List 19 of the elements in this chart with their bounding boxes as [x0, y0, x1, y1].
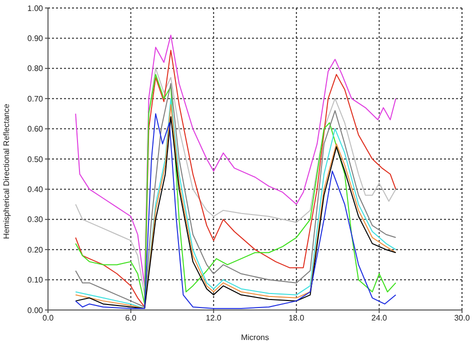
y-tick-label: 0.70 — [27, 94, 44, 104]
x-tick-label: 24.0 — [371, 314, 388, 323]
y-tick-label: 0.80 — [27, 64, 44, 74]
y-tick-label: 0.60 — [27, 124, 44, 134]
x-tick-label: 6.0 — [125, 314, 137, 323]
y-tick-label: 1.00 — [27, 4, 44, 13]
x-axis-title: Microns — [240, 333, 270, 342]
x-tick-label: 0.0 — [42, 314, 54, 323]
x-tick-label: 12.0 — [206, 314, 222, 323]
y-tick-label: 0.90 — [27, 34, 44, 44]
y-tick-label: 0.00 — [27, 306, 44, 315]
y-tick-label: 0.30 — [27, 215, 44, 224]
x-tick-label: 18.0 — [288, 314, 305, 323]
y-tick-label: 0.40 — [27, 185, 44, 194]
y-tick-label: 0.20 — [27, 245, 44, 254]
x-tick-label: 30.0 — [454, 314, 470, 323]
y-tick-label: 0.50 — [27, 154, 44, 164]
y-axis-title: Hemispherical Directional Reflectance — [2, 103, 11, 239]
y-tick-label: 0.10 — [27, 276, 44, 285]
